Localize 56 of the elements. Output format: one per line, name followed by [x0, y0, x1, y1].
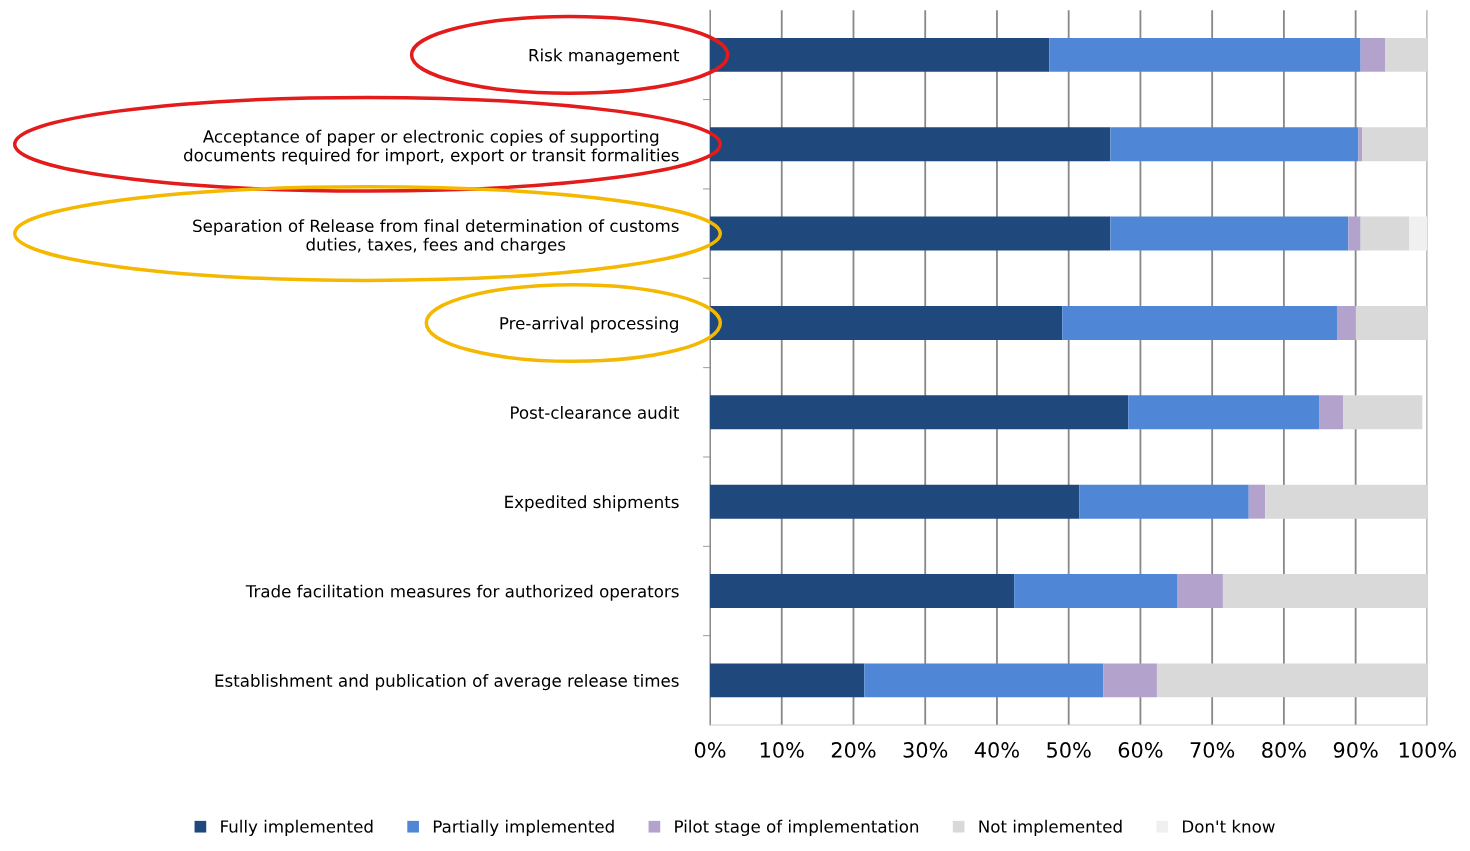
- bar: [1079, 484, 1249, 519]
- bar: [710, 127, 1111, 162]
- bar: [1385, 37, 1428, 72]
- bar: [1128, 395, 1320, 430]
- bar: [1110, 216, 1349, 251]
- x-tick-label: 80%: [1262, 742, 1306, 758]
- y-tick-label: Post-clearance audit: [511, 405, 680, 419]
- bar: [1222, 574, 1428, 608]
- bar: [710, 574, 1015, 608]
- x-tick-label: 70%: [1190, 742, 1235, 758]
- bar: [710, 395, 1129, 430]
- bar: [1362, 127, 1428, 162]
- x-tick-label: 90%: [1333, 742, 1378, 758]
- bar: [1348, 216, 1361, 251]
- x-tick-label: 100%: [1399, 742, 1456, 758]
- bar: [1156, 663, 1428, 698]
- bar: [710, 305, 1063, 340]
- bar: [1177, 574, 1223, 608]
- bar: [1336, 305, 1356, 340]
- x-tick-label: 10%: [760, 742, 804, 758]
- bar: [1355, 305, 1428, 340]
- legend-label: Not implemented: [979, 819, 1122, 836]
- bar: [1343, 395, 1423, 430]
- bar: [1265, 484, 1428, 519]
- y-tick-label: Separation of Release from final determination of customs duties, taxes, fees and charges: [193, 219, 679, 254]
- bar: [1014, 574, 1178, 608]
- bar: [710, 484, 1080, 519]
- bar: [1248, 484, 1266, 519]
- bar: [1049, 37, 1361, 72]
- legend-label: Partially implemented: [433, 819, 614, 836]
- bar: [1409, 216, 1428, 251]
- y-tick-label: Expedited shipments: [505, 495, 679, 512]
- y-tick-label: Acceptance of paper or electronic copies of supporting documents required for import, export or transit formalities: [183, 129, 679, 165]
- legend-label: Fully implemented: [221, 819, 373, 836]
- x-tick-label: 60%: [1118, 742, 1163, 758]
- legend-label: Don't know: [1183, 819, 1275, 833]
- bar: [1360, 216, 1410, 251]
- x-tick-label: 20%: [831, 742, 876, 758]
- bar: [710, 37, 1050, 72]
- bar: [1110, 127, 1359, 162]
- x-tick-label: 30%: [903, 742, 948, 758]
- bar: [1103, 663, 1157, 698]
- y-tick-label: Pre-arrival processing: [500, 316, 678, 333]
- legend-label: Pilot stage of implementation: [675, 819, 919, 836]
- y-tick-label: Risk management: [529, 48, 680, 65]
- x-tick-label: 0%: [694, 742, 726, 758]
- bar: [864, 663, 1104, 698]
- x-tick-label: 40%: [974, 742, 1019, 758]
- bar: [1319, 395, 1344, 430]
- x-tick-label: 50%: [1047, 742, 1091, 758]
- y-tick-label: Establishment and publication of average release times: [215, 674, 679, 691]
- bar: [710, 663, 865, 698]
- bar: [1360, 37, 1386, 72]
- y-tick-label: Trade facilitation measures for authorized operators: [245, 584, 679, 601]
- bar: [710, 216, 1111, 251]
- bar: [1062, 305, 1337, 340]
